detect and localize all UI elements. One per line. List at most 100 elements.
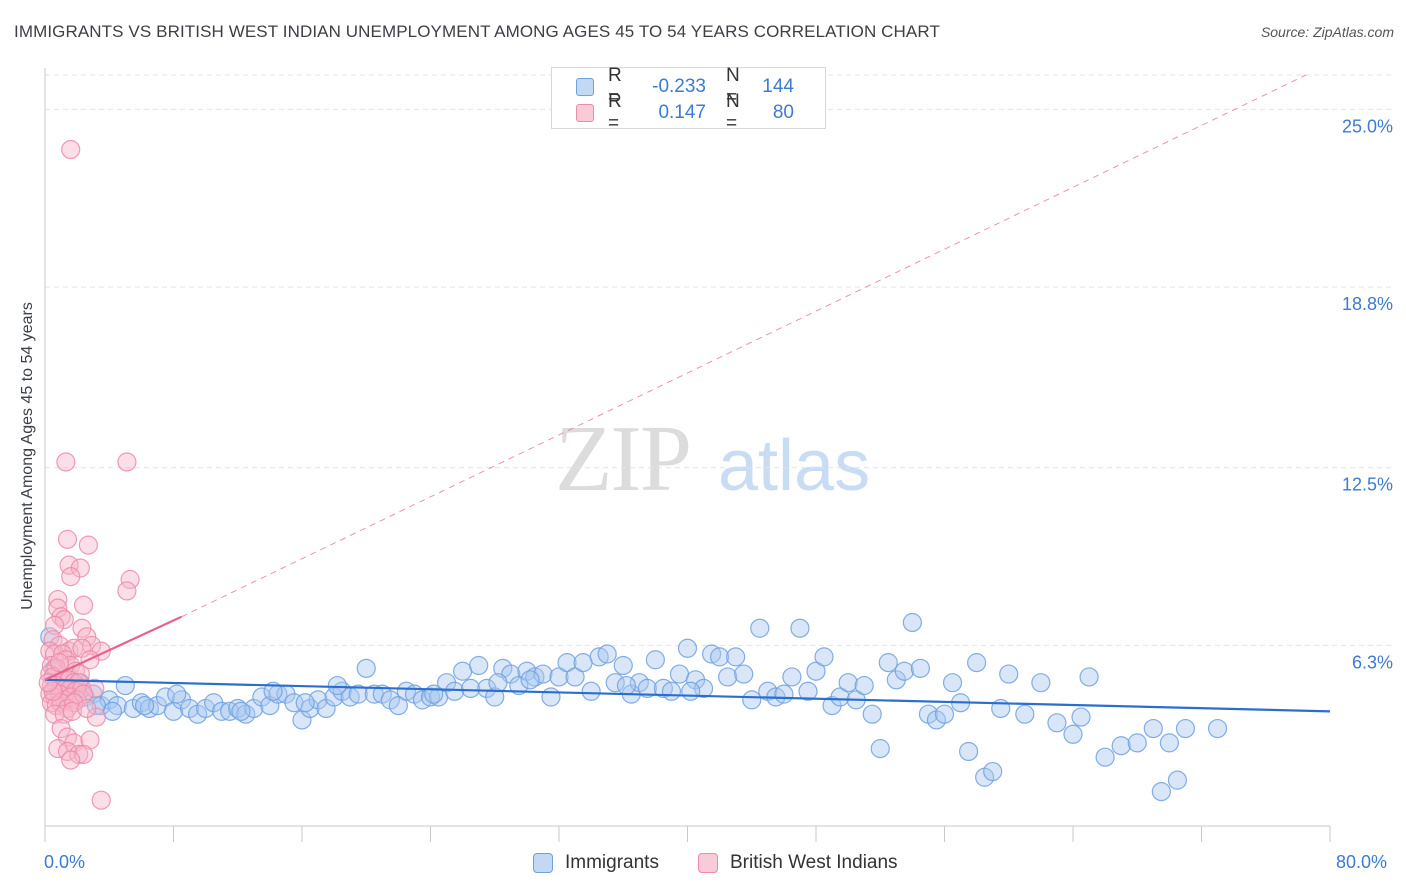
immigrants-point [260,696,280,716]
immigrants-point [854,675,874,696]
immigrants-point [316,698,336,719]
bwi-trend-extension [181,74,1307,618]
bwi-point [72,638,92,658]
trend-lines [44,74,1331,713]
immigrants-point [774,684,794,704]
bwi-point [61,567,81,587]
immigrants-point [782,667,802,687]
n-label: N = [726,65,740,108]
immigrants-point [167,684,187,704]
immigrants-point [790,618,810,638]
immigrants-point [115,675,135,696]
watermark: ZIP atlas [555,407,870,511]
bwi-point [56,452,76,472]
immigrants-point [814,647,834,667]
immigrants-point [605,673,625,693]
immigrants-point [637,678,657,699]
bwi-point [49,653,70,673]
immigrants-trend-line [44,678,1331,713]
immigrants-point [1143,718,1163,739]
bwi-point [91,790,111,810]
bwi-point [78,535,98,555]
immigrants-point [212,701,232,721]
bwi-point [38,673,58,693]
immigrants-point [1047,713,1067,733]
immigrants-point [520,670,540,690]
bwi-trend-line [44,615,182,681]
immigrants-point [878,653,898,673]
immigrants-point [155,687,176,707]
legend-row-bwi: R = 0.147 N = 80 [576,91,794,134]
immigrants-point [469,655,489,676]
y-tick-label: 6.3% [1352,652,1393,672]
immigrants-point [677,638,698,658]
immigrants-point [597,644,617,664]
immigrants-point [806,661,826,681]
bwi-legend-label: British West Indians [730,852,898,873]
immigrants-points [40,612,1228,802]
immigrants-point [910,658,931,678]
immigrants-point [870,739,890,759]
immigrants-point [1159,733,1179,753]
bwi-point [54,610,74,630]
immigrants-point [838,673,858,693]
bwi-point [45,615,65,635]
immigrants-point [710,647,730,667]
bwi-point [62,701,82,721]
legend-item-bwi[interactable]: British West Indians [698,852,898,874]
n-label: N = [726,91,740,134]
watermark-zip: ZIP [555,407,690,511]
y-tick-label: 25.0% [1342,116,1393,136]
immigrants-point [942,673,963,693]
bwi-points [38,139,140,810]
immigrants-point [327,675,347,696]
immigrants-point [581,681,601,701]
immigrants-point [1071,707,1091,727]
immigrants-point [862,704,882,724]
legend-row-immigrants: R = -0.233 N = 144 [576,65,794,108]
legend-item-immigrants[interactable]: Immigrants [533,852,659,874]
immigrants-point [573,653,593,673]
immigrants-point [1127,733,1147,753]
r-label: R = [608,91,622,134]
immigrants-point [613,655,633,676]
immigrants-point [967,653,987,673]
immigrants-point [424,684,444,704]
immigrants-point [509,675,529,696]
immigrants-point [726,647,746,667]
bwi-swatch [576,104,594,122]
y-tick-label: 12.5% [1342,475,1393,495]
immigrants-point [295,693,315,713]
n-value: 80 [772,102,794,123]
correlation-legend: R = -0.233 N = 144 R = 0.147 N = 80 [551,65,826,134]
immigrants-point [488,673,508,693]
immigrants-point [661,681,682,701]
immigrants-point [958,741,979,762]
immigrants-legend-label: Immigrants [565,852,659,873]
bwi-point [73,595,94,615]
immigrants-swatch [576,78,594,96]
immigrants-point [1015,704,1035,724]
immigrants-point [1111,736,1131,756]
immigrants-point [934,704,955,724]
immigrants-point [645,650,665,670]
immigrants-point [999,664,1019,684]
immigrants-point [565,667,585,687]
bwi-point [120,569,140,590]
x-tick-label-min: 0.0% [44,852,86,872]
bwi-point [57,529,78,549]
source-label: Source: ZipAtlas.com [1260,24,1394,40]
bwi-point [85,678,105,699]
immigrants-point [1079,667,1099,687]
bwi-point [77,698,97,719]
immigrants-point [1167,770,1188,790]
immigrants-point [444,681,465,701]
y-tick-label: 18.8% [1342,294,1393,314]
x-tick-label-max: 80.0% [1336,852,1388,872]
bwi-point [117,581,137,601]
bwi-point [80,730,100,750]
grid-lines [45,74,1392,646]
bwi-legend-swatch [698,853,718,873]
y-axis-label: Unemployment Among Ages 45 to 54 years [19,302,36,610]
